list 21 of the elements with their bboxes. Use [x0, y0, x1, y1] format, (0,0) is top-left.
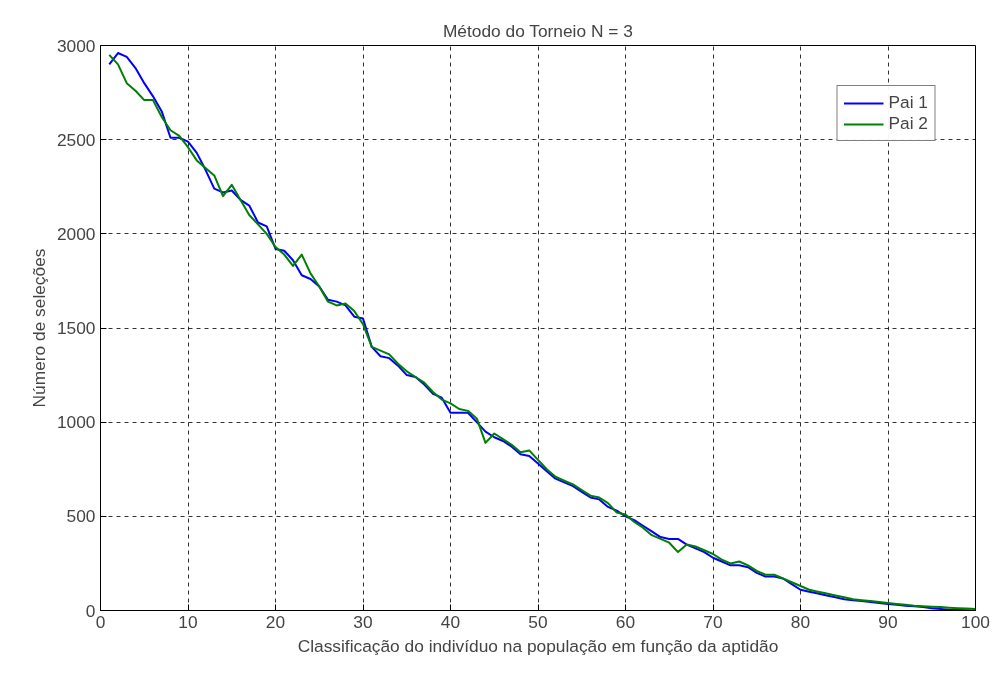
y-tick-label: 500	[66, 506, 96, 527]
x-tick-label: 100	[961, 611, 990, 632]
y-tick-label: 3000	[56, 35, 96, 56]
legend-label: Pai 1	[888, 92, 928, 113]
legend-label: Pai 2	[888, 113, 928, 134]
y-tick-label: 2500	[56, 129, 96, 150]
y-tick-label: 2000	[56, 223, 96, 244]
x-axis-title: Classificação do indivíduo na população em função da aptidão	[297, 635, 779, 656]
chart-title: Método do Torneio N = 3	[442, 20, 633, 41]
x-tick-label: 80	[790, 611, 811, 632]
x-tick-label: 30	[353, 611, 373, 632]
y-tick-label: 1000	[56, 412, 96, 433]
x-tick-label: 60	[615, 611, 636, 632]
x-tick-label: 50	[528, 611, 548, 632]
x-tick-label: 70	[703, 611, 723, 632]
x-tick-label: 20	[265, 611, 286, 632]
x-tick-label: 40	[440, 611, 461, 632]
x-tick-label: 10	[178, 611, 198, 632]
x-tick-label: 90	[878, 611, 898, 632]
y-tick-label: 1500	[56, 318, 96, 338]
y-axis-title: Número de seleções	[28, 248, 49, 408]
